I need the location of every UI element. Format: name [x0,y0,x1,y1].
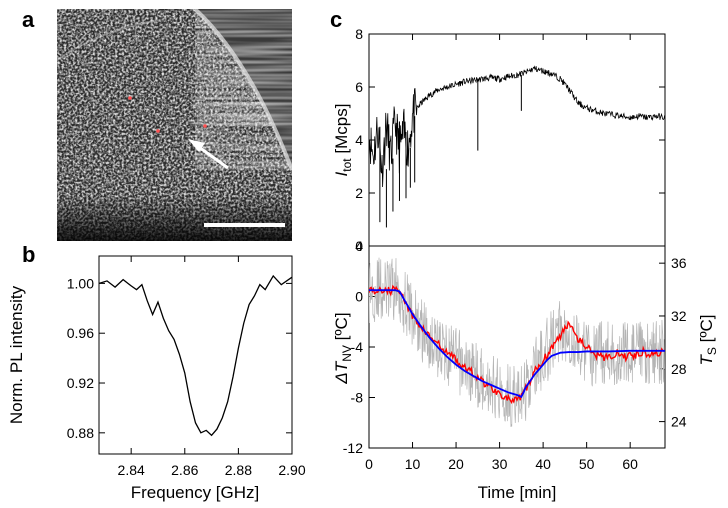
plot-b-frame [98,255,293,455]
plot-c-top-ytick-label: 2 [355,185,363,201]
scale-bar [204,223,285,227]
plot-b-xtick-label: 2.86 [171,462,198,478]
plot-c-top-frame [368,33,666,247]
plot-c-bottom-ytick-left-label: 4 [355,238,363,254]
plot-c-bottom-xtick-label: 40 [535,456,551,472]
plot-c-top-series-line [369,65,665,188]
plot-b-xlabel: Frequency [GHz] [131,483,260,502]
plot-b-xtick-label: 2.90 [278,462,305,478]
plot-c-bottom-raw-series [369,257,665,427]
plot-c-bottom-ytick-right-label: 28 [671,361,687,377]
plot-c-bottom-ytick-left-label: -12 [343,440,363,456]
plot-c-top-ytick-label: 0 [355,238,363,254]
plot-c-bottom-xlabel: Time [min] [478,483,557,502]
plot-c-top-ylabel-sub: tot [340,158,354,172]
plot-c-bottom-xtick-label: 50 [579,456,595,472]
plot-c-bottom-xtick-label: 20 [448,456,464,472]
plot-c-bottom-ylabel-left-unit: [ºC] [332,312,351,345]
plot-b-ytick-label: 0.96 [67,325,94,341]
plot-b: 2.84 2.86 2.88 2.90 0.88 0.92 0.96 1.00 Frequen… [7,255,306,502]
plot-c-top-ytick-label: 8 [355,26,363,42]
panel-letter-c: c [330,7,342,32]
plot-b-series-line [99,274,292,437]
panel-letter-a: a [22,7,35,32]
plot-b-ylabel: Norm. PL intensity [7,285,26,424]
plot-c-bottom-xtick-label: 0 [365,456,373,472]
plot-b-ytick-label: 1.00 [67,275,94,291]
plot-c-bottom-ytick-left-label: -4 [351,339,364,355]
plot-c-top: 0 2 4 6 8 Itot [Mcps] [332,26,666,254]
plot-b-ytick-label: 0.88 [67,425,94,441]
plot-c-top-ytick-label: 4 [355,132,363,148]
plot-c-bottom-ylabel-right-unit: [ºC] [697,314,716,347]
plot-c-bottom-xtick-label: 10 [405,456,421,472]
plot-c-bottom-ylabel-left-var: ΔT [332,360,351,384]
plot-c-top-ytick-label: 6 [355,79,363,95]
plot-c-bottom-ylabel-right: TS [ºC] [697,314,719,365]
plot-c-bottom-ytick-left-label: 0 [355,289,363,305]
micrograph-image [57,9,292,241]
plot-c-bottom-ylabel-left-sub: NV [340,345,354,362]
plot-c-bottom-ytick-right-label: 36 [671,255,687,271]
plot-c-bottom-ytick-right-label: 24 [671,414,687,430]
plot-c-top-ylabel-var: I [332,171,351,176]
plot-c-bottom-ytick-right-label: 32 [671,308,687,324]
plot-c-bottom-smoothed-series [369,284,665,405]
panel-letter-b: b [22,242,35,267]
plot-b-xtick-label: 2.88 [225,462,252,478]
plot-c-bottom-xtick-label: 60 [622,456,638,472]
plot-b-xtick-label: 2.84 [118,462,145,478]
arrow-icon [188,139,229,170]
plot-c-bottom-ylabel-right-sub: S [705,347,719,355]
plot-c-bottom-ytick-left-label: -8 [351,390,364,406]
plot-c-bottom-ylabel-right-var: T [697,354,716,366]
plot-b-ytick-label: 0.92 [67,375,94,391]
plot-c-top-ylabel-unit: [Mcps] [332,104,351,159]
plot-c-bottom-xtick-label: 30 [492,456,508,472]
plot-c-bottom-ylabel-left: ΔTNV [ºC] [332,312,354,384]
plot-c-bottom-frame [368,245,666,449]
plot-c-bottom-sensor-series [369,289,665,399]
plot-c-top-ylabel: Itot [Mcps] [332,104,354,177]
